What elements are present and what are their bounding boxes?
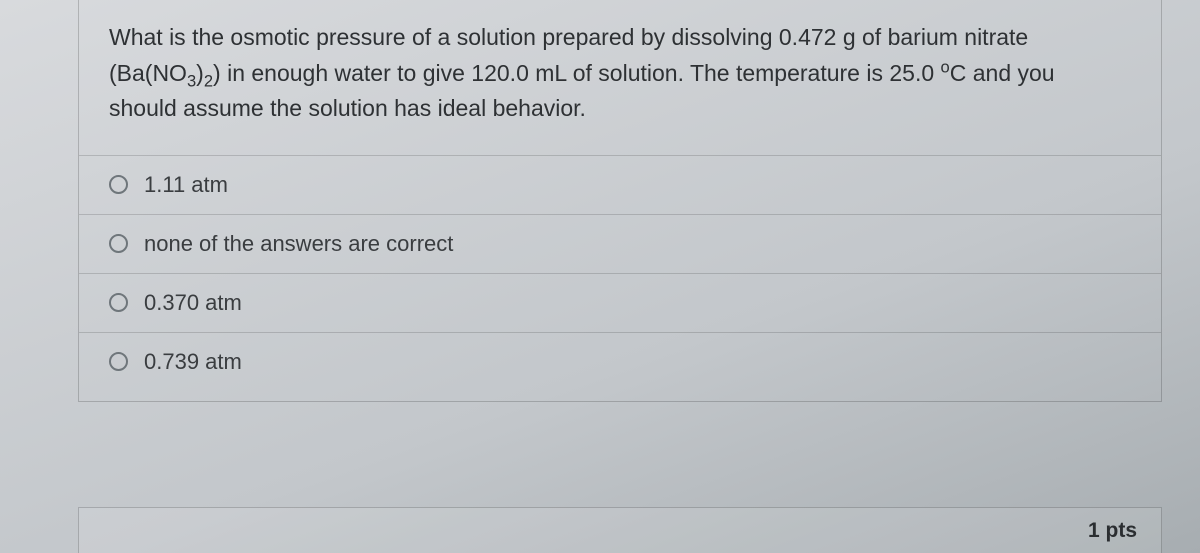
- option-row[interactable]: 1.11 atm: [79, 156, 1161, 215]
- question-line-2-unit: C and you: [950, 60, 1055, 86]
- question-sub-1: 3: [187, 71, 196, 90]
- question-line-2-post: ) in enough water to give 120.0 mL of so…: [213, 60, 941, 86]
- radio-icon[interactable]: [109, 234, 128, 253]
- option-label: 0.370 atm: [144, 290, 242, 316]
- question-line-3: should assume the solution has ideal beh…: [109, 95, 586, 121]
- radio-icon[interactable]: [109, 352, 128, 371]
- question-line-1: What is the osmotic pressure of a soluti…: [109, 24, 1028, 50]
- option-label: 1.11 atm: [144, 172, 228, 198]
- points-label: 1 pts: [1088, 519, 1137, 543]
- question-line-2-mid: ): [196, 60, 204, 86]
- points-bar: 1 pts: [78, 507, 1162, 553]
- question-card: What is the osmotic pressure of a soluti…: [78, 0, 1162, 402]
- option-label: 0.739 atm: [144, 349, 242, 375]
- option-row[interactable]: 0.370 atm: [79, 274, 1161, 333]
- radio-icon[interactable]: [109, 293, 128, 312]
- option-row[interactable]: 0.739 atm: [79, 333, 1161, 401]
- question-text: What is the osmotic pressure of a soluti…: [79, 0, 1161, 155]
- option-label: none of the answers are correct: [144, 231, 453, 257]
- option-row[interactable]: none of the answers are correct: [79, 215, 1161, 274]
- radio-icon[interactable]: [109, 175, 128, 194]
- question-sub-2: 2: [204, 71, 213, 90]
- options-list: 1.11 atm none of the answers are correct…: [79, 155, 1161, 401]
- question-degree-sup: o: [941, 57, 950, 76]
- question-line-2-pre: (Ba(NO: [109, 60, 187, 86]
